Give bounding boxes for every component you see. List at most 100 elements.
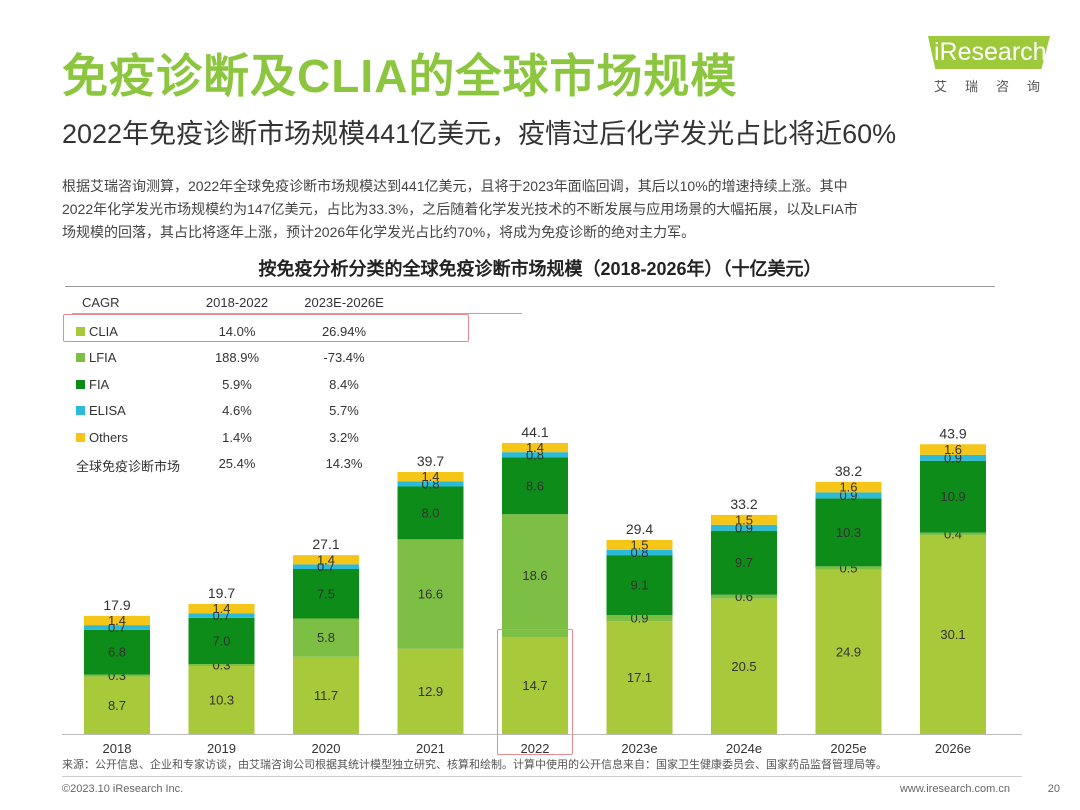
bar-elisa-2018 <box>84 625 150 630</box>
bar-others-2026e <box>920 444 986 455</box>
data-label-others-2026e: 1.6 <box>944 442 962 457</box>
logo-brand: iResearch <box>934 38 1047 66</box>
bar-lfia-2023e <box>606 615 673 622</box>
bar-lfia-2022 <box>502 514 568 637</box>
cagr-value-period2: 8.4% <box>329 377 359 392</box>
bar-elisa-2022 <box>502 452 568 458</box>
cagr-value-period1: 5.9% <box>222 377 252 392</box>
bar-clia-2018 <box>84 676 150 734</box>
bar-elisa-2023e <box>606 549 673 556</box>
total-label-2021: 39.7 <box>417 453 444 469</box>
data-label-clia-2021: 12.9 <box>418 684 443 699</box>
bar-fia-2021 <box>397 486 464 540</box>
highlight-2022-clia <box>497 629 573 755</box>
total-label-2019: 19.7 <box>208 585 235 601</box>
bar-others-2024e <box>711 514 777 525</box>
cagr-row-clia: CLIA 14.0% 26.94% <box>72 319 522 345</box>
cagr-row-name: Others <box>89 430 129 445</box>
data-label-others-2024e: 1.5 <box>735 512 753 527</box>
cagr-row-fia: FIA 5.9% 8.4% <box>72 372 522 398</box>
bar-lfia-2025e <box>815 566 882 570</box>
data-label-others-2021: 1.4 <box>421 469 439 484</box>
bar-elisa-2025e <box>815 492 882 499</box>
cagr-value-period1: 14.0% <box>218 324 256 339</box>
total-label-2018: 17.9 <box>103 597 130 613</box>
footer-divider <box>62 776 1022 777</box>
cagr-header-divider <box>72 313 522 314</box>
data-label-lfia-2021: 16.6 <box>418 587 443 602</box>
bar-clia-2025e <box>815 569 882 734</box>
clia-row-highlight <box>63 314 469 342</box>
data-label-fia-2026e: 10.9 <box>940 489 965 504</box>
bar-fia-2025e <box>815 498 882 567</box>
bar-clia-2026e <box>920 535 986 734</box>
total-label-2023e: 29.4 <box>626 521 653 537</box>
total-label-2026e: 43.9 <box>939 425 966 441</box>
cagr-value-period1: 25.4% <box>218 456 256 471</box>
legend-swatch-elisa <box>76 406 85 415</box>
logo-badge <box>928 36 1050 69</box>
data-label-fia-2025e: 10.3 <box>836 525 861 540</box>
data-label-fia-2022: 8.6 <box>526 478 544 493</box>
category-label-2019: 2019 <box>207 741 236 756</box>
legend-swatch-clia <box>76 327 85 336</box>
page-number: 20 <box>1047 783 1060 795</box>
bar-fia-2022 <box>502 457 568 515</box>
data-label-clia-2020: 11.7 <box>314 688 338 703</box>
data-label-fia-2020: 7.5 <box>317 586 335 601</box>
data-label-clia-2026e: 30.1 <box>940 627 965 642</box>
bar-elisa-2024e <box>711 524 777 531</box>
category-label-2021: 2021 <box>416 741 445 756</box>
total-label-2025e: 38.2 <box>835 463 862 479</box>
chart-title-divider <box>65 286 995 287</box>
category-label-2025e: 2025e <box>830 741 866 756</box>
bar-elisa-2020 <box>293 564 359 569</box>
cagr-header-label: CAGR <box>82 295 120 310</box>
bar-elisa-2021 <box>397 481 464 487</box>
data-label-fia-2018: 6.8 <box>108 645 126 660</box>
bar-lfia-2021 <box>397 539 464 649</box>
bar-clia-2019 <box>188 666 255 734</box>
cagr-row-name: FIA <box>89 377 110 392</box>
cagr-value-period1: 1.4% <box>222 430 252 445</box>
bar-others-2018 <box>84 615 150 626</box>
data-label-fia-2019: 7.0 <box>212 633 230 648</box>
iresearch-logo: iResearch 艾瑞咨询 <box>928 36 1053 96</box>
category-label-2023e: 2023e <box>621 741 657 756</box>
bar-lfia-2019 <box>188 664 255 667</box>
total-label-2020: 27.1 <box>312 536 339 552</box>
description-line: 根据艾瑞咨询测算，2022年全球免疫诊断市场规模达到441亿美元，且将于2023… <box>62 178 848 194</box>
data-label-lfia-2022: 18.6 <box>522 568 547 583</box>
bar-clia-2022 <box>502 636 568 734</box>
category-label-2024e: 2024e <box>726 741 762 756</box>
data-label-fia-2021: 8.0 <box>421 505 439 520</box>
data-label-others-2025e: 1.6 <box>839 480 857 495</box>
cagr-header-period2: 2023E-2026E <box>304 295 384 310</box>
bar-lfia-2020 <box>293 618 359 657</box>
data-label-others-2022: 1.4 <box>526 440 544 455</box>
cagr-value-period1: 188.9% <box>214 350 260 365</box>
bar-clia-2021 <box>397 648 464 734</box>
cagr-row-name: LFIA <box>89 350 117 365</box>
copyright: ©2023.10 iResearch Inc. <box>62 783 184 795</box>
cagr-row-others: Others 1.4% 3.2% <box>72 425 522 451</box>
cagr-header-period1: 2018-2022 <box>205 295 269 310</box>
cagr-value-period2: 14.3% <box>325 456 363 471</box>
data-label-fia-2023e: 9.1 <box>630 578 648 593</box>
bar-fia-2019 <box>188 617 255 665</box>
page-subtitle: 2022年免疫诊断市场规模441亿美元，疫情过后化学发光占比将近60% <box>62 119 897 149</box>
data-label-clia-2022: 14.7 <box>522 678 547 693</box>
data-label-clia-2019: 10.3 <box>209 693 234 708</box>
bar-clia-2020 <box>293 656 359 734</box>
description-line: 2022年化学发光市场规模约为147亿美元，占比为33.3%，之后随着化学发光技… <box>62 201 858 217</box>
bar-elisa-2019 <box>188 613 255 618</box>
category-label-2020: 2020 <box>312 741 341 756</box>
source-note: 来源：公开信息、企业和专家访谈，由艾瑞咨询公司根据其统计模型独立研究、核算和绘制… <box>62 759 887 771</box>
data-label-fia-2024e: 9.7 <box>735 555 753 570</box>
website: www.iresearch.com.cn <box>899 783 1010 795</box>
description: 根据艾瑞咨询测算，2022年全球免疫诊断市场规模达到441亿美元，且将于2023… <box>62 175 1022 244</box>
cagr-row-lfia: LFIA 188.9% -73.4% <box>72 345 522 371</box>
bar-others-2023e <box>606 539 673 550</box>
data-label-clia-2025e: 24.9 <box>836 644 861 659</box>
bar-fia-2020 <box>293 569 359 619</box>
